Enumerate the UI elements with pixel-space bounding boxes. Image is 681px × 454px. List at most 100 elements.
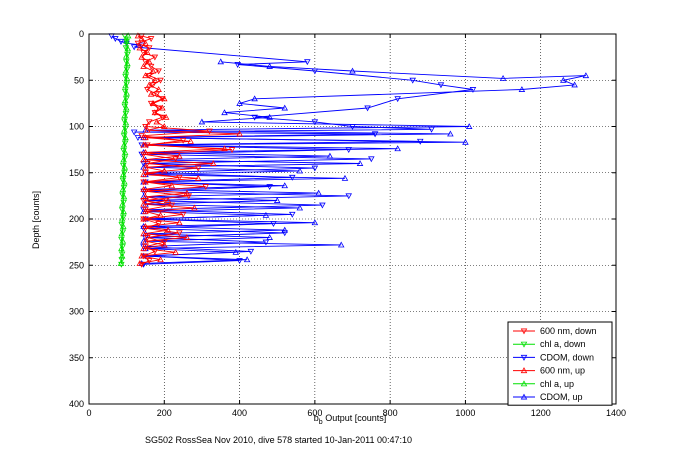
- data-point: [266, 113, 273, 120]
- x-axis-label-main: b: [314, 413, 319, 423]
- data-point: [161, 239, 168, 246]
- data-point: [140, 62, 147, 69]
- data-point: [120, 141, 128, 148]
- x-tick-label: 800: [383, 408, 398, 418]
- data-point: [122, 52, 130, 59]
- data-point: [145, 45, 153, 52]
- legend-label: chl a, down: [540, 339, 586, 349]
- data-point: [319, 202, 326, 209]
- data-point: [465, 123, 473, 129]
- data-point: [142, 193, 149, 200]
- data-point: [159, 104, 166, 111]
- data-point: [142, 163, 149, 170]
- data-point: [142, 134, 149, 141]
- data-point: [142, 207, 149, 214]
- data-point: [119, 185, 127, 192]
- data-point: [176, 174, 183, 181]
- data-point: [120, 193, 128, 200]
- data-point: [518, 86, 526, 92]
- data-point: [221, 145, 228, 152]
- data-point: [153, 91, 161, 98]
- data-point: [209, 160, 217, 166]
- data-point: [149, 82, 157, 89]
- data-point: [337, 241, 345, 248]
- x-tick-label: 1200: [531, 408, 551, 418]
- y-tick-label: 100: [69, 122, 84, 132]
- data-point: [140, 230, 147, 237]
- data-point: [164, 197, 172, 203]
- data-point: [151, 248, 159, 255]
- legend-item: chl a, up: [513, 379, 574, 389]
- series-600-nm-up: [134, 32, 243, 266]
- data-point: [161, 95, 168, 102]
- data-point: [462, 138, 469, 145]
- data-point: [281, 104, 289, 111]
- data-point: [136, 44, 144, 51]
- data-point: [368, 156, 375, 163]
- data-point: [217, 58, 225, 65]
- data-point: [117, 259, 125, 266]
- data-point: [206, 128, 213, 135]
- data-point: [236, 258, 243, 265]
- data-point: [164, 226, 172, 233]
- data-point: [162, 113, 170, 120]
- data-point: [119, 222, 127, 229]
- data-point: [236, 99, 243, 106]
- data-point: [140, 245, 147, 252]
- data-point: [183, 234, 191, 240]
- series-cdom-up: [138, 58, 590, 266]
- data-point: [394, 145, 401, 152]
- data-point: [118, 215, 126, 222]
- data-point: [130, 44, 138, 51]
- data-point: [176, 219, 183, 226]
- data-point: [349, 67, 356, 74]
- chart-caption: SG502 RossSea Nov 2010, dive 578 started…: [145, 435, 412, 445]
- data-point: [142, 237, 149, 244]
- data-point: [281, 182, 289, 189]
- x-tick-label: 1000: [455, 408, 475, 418]
- data-point: [145, 58, 153, 65]
- data-point: [159, 114, 166, 121]
- data-point: [122, 82, 129, 89]
- x-tick-label: 0: [86, 408, 91, 418]
- data-point: [409, 77, 417, 84]
- legend-item: CDOM, down: [513, 352, 594, 362]
- data-point: [122, 134, 129, 141]
- x-tick-label: 600: [307, 408, 322, 418]
- data-point: [194, 174, 202, 181]
- series-layer: [108, 32, 590, 268]
- data-point: [144, 87, 151, 93]
- data-point: [371, 131, 379, 138]
- data-point: [142, 124, 149, 130]
- data-point: [112, 36, 119, 43]
- data-point: [121, 97, 129, 104]
- data-point: [198, 118, 206, 125]
- data-point: [134, 40, 142, 47]
- data-point: [311, 165, 319, 172]
- data-point: [145, 258, 153, 265]
- data-point: [296, 167, 304, 174]
- data-point: [273, 197, 281, 203]
- data-point: [394, 96, 401, 103]
- data-point: [138, 133, 145, 140]
- y-axis: 0 50 100 150 200 250 300 350 400: [69, 29, 616, 409]
- data-point: [151, 54, 159, 61]
- data-point: [311, 219, 319, 226]
- y-tick-label: 250: [69, 260, 84, 270]
- data-point: [151, 76, 159, 83]
- legend: 600 nm, down chl a, down CDOM, down 600 nm,…: [507, 321, 613, 406]
- data-point: [266, 184, 273, 191]
- data-point: [124, 32, 132, 39]
- data-point: [134, 32, 142, 39]
- data-point: [118, 252, 126, 259]
- data-point: [281, 230, 289, 237]
- data-point: [147, 100, 155, 107]
- data-point: [155, 86, 162, 92]
- data-point: [155, 68, 162, 75]
- y-tick-label: 300: [69, 307, 84, 317]
- data-point: [118, 245, 125, 252]
- series-chl-a-up: [117, 32, 132, 266]
- data-point: [341, 174, 349, 181]
- data-point: [345, 193, 353, 200]
- series-line: [120, 35, 129, 264]
